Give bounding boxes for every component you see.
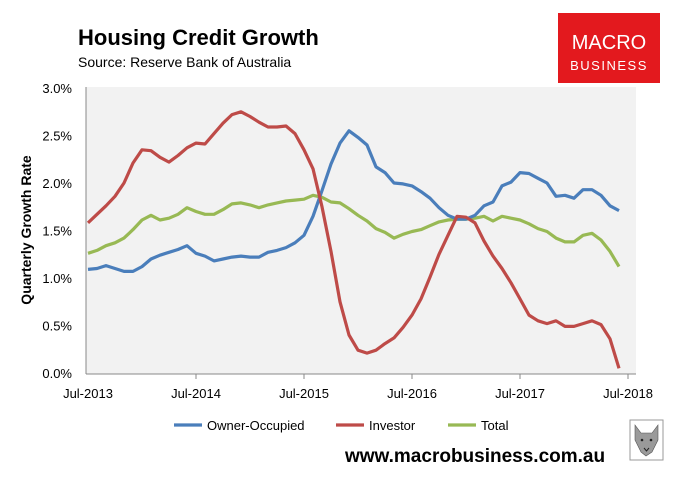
series-line-investor: [86, 110, 621, 369]
legend-label: Investor: [369, 418, 416, 433]
chart-title: Housing Credit Growth: [78, 25, 319, 50]
y-tick-label: 2.5%: [42, 129, 72, 144]
logo-background: [558, 13, 660, 83]
series-line-owner-occupied: [87, 129, 620, 273]
y-axis-label: Quarterly Growth Rate: [18, 155, 34, 305]
x-tick-label: Jul-2015: [279, 386, 329, 401]
y-tick-label: 3.0%: [42, 81, 72, 96]
macrobusiness-logo: MACRO BUSINESS: [558, 13, 660, 83]
y-tick-label: 2.0%: [42, 176, 72, 191]
x-tick-label: Jul-2014: [171, 386, 221, 401]
legend-label: Owner-Occupied: [207, 418, 305, 433]
wolf-icon: [629, 419, 664, 461]
x-tick-label: Jul-2013: [63, 386, 113, 401]
logo-line1: MACRO: [572, 32, 646, 54]
series-line-total: [87, 193, 621, 268]
legend: Owner-Occupied Investor Total: [174, 418, 509, 433]
y-tick-label: 0.0%: [42, 366, 72, 381]
logo-line2: BUSINESS: [570, 58, 648, 73]
chart-subtitle: Source: Reserve Bank of Australia: [78, 54, 291, 70]
legend-label: Total: [481, 418, 509, 433]
y-tick-label: 1.5%: [42, 224, 72, 239]
x-tick-label: Jul-2018: [603, 386, 653, 401]
y-tick-label: 1.0%: [42, 271, 72, 286]
plot-area: [86, 87, 636, 374]
footer-url: www.macrobusiness.com.au: [344, 446, 605, 467]
y-tick-label: 0.5%: [42, 319, 72, 334]
x-tick-label: Jul-2017: [495, 386, 545, 401]
x-tick-label: Jul-2016: [387, 386, 437, 401]
